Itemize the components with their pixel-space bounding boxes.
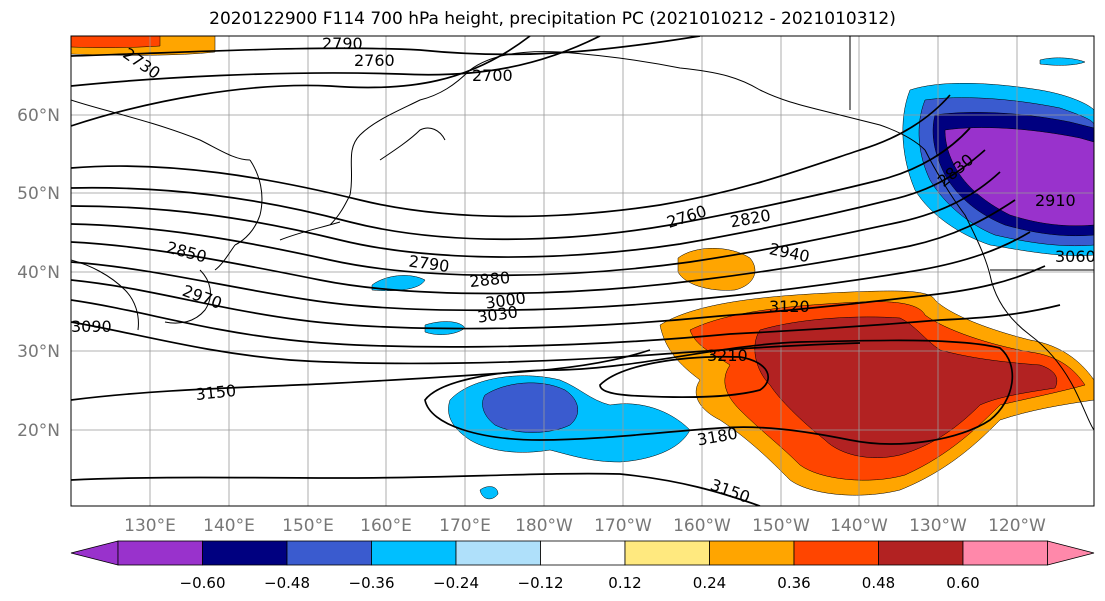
- colorbar-tick-label: 0.36: [777, 574, 810, 592]
- colorbar-segment: [793, 540, 879, 566]
- coast-alaska: [349, 51, 926, 196]
- lon-tick-label: 160°W: [673, 516, 731, 536]
- precip-negative-central-core: [482, 382, 578, 433]
- colorbar-tick-label: −0.24: [433, 574, 479, 592]
- contour-label: 2790: [322, 34, 363, 53]
- lon-tick-label: 150°W: [752, 516, 810, 536]
- precip-negative-small-4: [1039, 57, 1086, 66]
- colorbar-tick-label: −0.12: [518, 574, 564, 592]
- colorbar-segment: [455, 540, 541, 566]
- height-contours: [71, 36, 1061, 506]
- colorbar: [70, 540, 1095, 566]
- coast-siberia: [71, 99, 251, 161]
- colorbar-segment: [624, 540, 710, 566]
- longitude-axis: 130°E 140°E 150°E 160°E 170°E 180°W 170°…: [124, 516, 1046, 536]
- contour-label: 3150: [195, 381, 237, 404]
- figure-title: 2020122900 F114 700 hPa height, precipit…: [209, 9, 896, 29]
- coast-asia-mainland: [71, 259, 139, 331]
- colorbar-segment: [202, 540, 288, 566]
- precip-positive-core: [754, 316, 1058, 458]
- map-area: 2790 2760 2730 2700 2850 2970 3090 2790 …: [71, 34, 1096, 506]
- lon-tick-label: 160°E: [360, 516, 412, 536]
- colorbar-tick-label: 0.24: [693, 574, 726, 592]
- contour-label: 2910: [1035, 191, 1076, 210]
- coast-canada-border: [849, 36, 1094, 271]
- lat-tick-label: 20°N: [17, 421, 60, 441]
- latitude-axis: 60°N 50°N 40°N 30°N 20°N: [17, 106, 60, 441]
- colorbar-segment: [117, 540, 203, 566]
- colorbar-tick-label: 0.60: [946, 574, 979, 592]
- coast-kamchatka: [234, 159, 263, 246]
- lat-tick-label: 50°N: [17, 184, 60, 204]
- contour-label: 2700: [472, 66, 513, 85]
- lon-tick-label: 180°W: [515, 516, 573, 536]
- colorbar-tick-label: 0.48: [862, 574, 895, 592]
- colorbar-ticks: −0.60 −0.48 −0.36 −0.24 −0.12 0.12 0.24 …: [180, 574, 980, 592]
- coast-north-america: [924, 149, 1094, 431]
- graticule: [71, 36, 1094, 506]
- colorbar-segment: [540, 540, 626, 566]
- contour-label: 3090: [71, 317, 112, 336]
- colorbar-segment: [286, 540, 372, 566]
- colorbar-extend-high: [1047, 540, 1095, 566]
- coast-japan: [164, 269, 211, 324]
- colorbar-segment: [371, 540, 457, 566]
- contour-label: 2880: [469, 268, 511, 291]
- lon-tick-label: 130°E: [124, 516, 176, 536]
- lat-tick-label: 40°N: [17, 263, 60, 283]
- lon-tick-label: 170°W: [594, 516, 652, 536]
- colorbar-tick-label: −0.36: [349, 574, 395, 592]
- precip-negative-small-1: [371, 275, 426, 291]
- lon-tick-label: 140°W: [830, 516, 888, 536]
- colorbar-tick-label: −0.60: [180, 574, 226, 592]
- lon-tick-label: 140°E: [203, 516, 255, 536]
- colorbar-tick-label: 0.12: [608, 574, 641, 592]
- coastlines: [71, 36, 1094, 431]
- map-frame: [70, 35, 1095, 507]
- colorbar-extend-low: [70, 540, 119, 566]
- colorbar-tick-label: −0.48: [264, 574, 310, 592]
- colorbar-segment: [962, 540, 1048, 566]
- precip-positive-nw-core: [71, 36, 161, 48]
- lon-tick-label: 130°W: [909, 516, 967, 536]
- contour-label: 3210: [707, 346, 748, 365]
- lon-tick-label: 170°E: [439, 516, 491, 536]
- contour-label: 3060: [1055, 247, 1096, 266]
- colorbar-segment: [878, 540, 964, 566]
- lat-tick-label: 60°N: [17, 106, 60, 126]
- lon-tick-label: 150°E: [282, 516, 334, 536]
- coast-kurils: [214, 244, 236, 271]
- lon-tick-label: 120°W: [988, 516, 1046, 536]
- contour-label: 2760: [354, 51, 395, 70]
- coast-bering: [379, 127, 446, 161]
- precip-negative-small-3: [479, 486, 499, 500]
- colorbar-segment: [709, 540, 795, 566]
- lat-tick-label: 30°N: [17, 342, 60, 362]
- contour-label: 3120: [769, 297, 810, 316]
